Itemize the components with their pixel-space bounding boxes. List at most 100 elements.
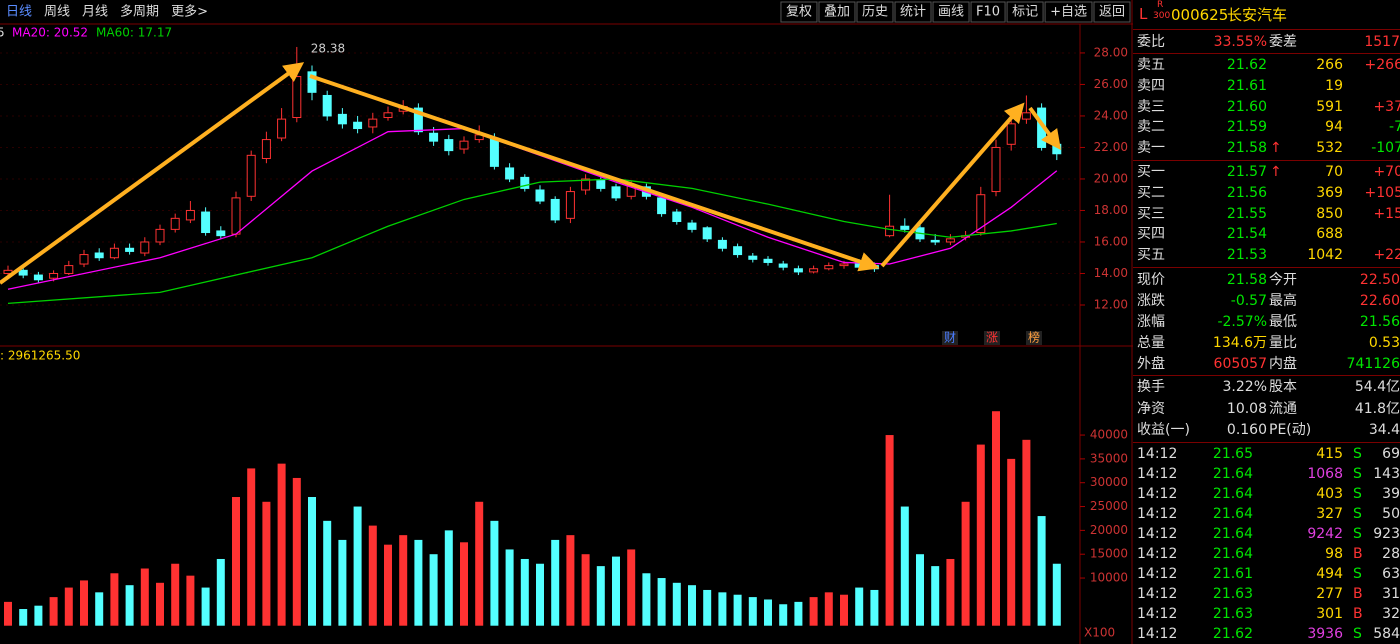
candle-body: [459, 140, 469, 150]
book-label: 卖五: [1137, 57, 1165, 73]
stock-name: 长安汽车: [1227, 6, 1288, 24]
book-price: 21.59: [1226, 119, 1267, 136]
volume-bar: [444, 530, 453, 626]
trade-side: S: [1353, 446, 1362, 462]
trade-price: 21.64: [1212, 546, 1253, 562]
tab[interactable]: 更多>: [171, 4, 208, 20]
book-price: 21.55: [1226, 205, 1267, 222]
button-frame: [1093, 1, 1131, 23]
badge-box: [1026, 331, 1042, 345]
volume-bar: [733, 594, 742, 626]
volume-bar: [156, 582, 164, 626]
stat-label: 最高: [1269, 293, 1297, 309]
volume-bar: [19, 609, 28, 626]
trend-arrows: [0, 62, 1061, 285]
v-tick-label: 15000: [1090, 547, 1128, 561]
label: 委比: [1137, 34, 1165, 50]
trade-price: 21.64: [1212, 486, 1253, 502]
volume-bar: [718, 592, 727, 626]
book-arrow: ↑: [1270, 164, 1282, 180]
volume-bar: [885, 435, 894, 626]
volume-bar: [627, 549, 636, 626]
candle-body: [930, 239, 940, 243]
tab[interactable]: 日线: [6, 5, 32, 20]
candle-body: [429, 132, 439, 142]
stat-value: 741126: [1346, 356, 1400, 372]
button-frame: [780, 1, 818, 23]
toolbar-button[interactable]: 复权: [786, 4, 812, 20]
candle-body: [581, 178, 591, 191]
arrow: [0, 62, 305, 285]
volume-bar: [946, 558, 955, 626]
book-change: +105: [1364, 184, 1400, 201]
candle-body: [185, 209, 195, 221]
badge-box: [942, 331, 958, 345]
volume-bar: [764, 599, 772, 626]
volume-bar: [171, 563, 180, 626]
toolbar-button[interactable]: 历史: [862, 5, 888, 20]
trade-count: 32: [1382, 606, 1400, 622]
stat-value: 0.160: [1226, 422, 1267, 438]
volume-bar: [1022, 439, 1031, 626]
y-tick-label: 18.00: [1094, 203, 1128, 217]
toolbar-button[interactable]: F10: [976, 5, 1000, 20]
volume-label: : 2961265.50: [0, 349, 80, 363]
label: 委差: [1269, 34, 1297, 50]
toolbar-button[interactable]: 叠加: [824, 5, 850, 20]
arrow: [880, 102, 1025, 268]
divider: [1133, 442, 1400, 443]
volume-bar: [916, 554, 924, 626]
button-frame: [818, 1, 856, 23]
volume-bar: [414, 539, 423, 626]
candle-body: [611, 186, 621, 199]
stat-value: 134.6万: [1212, 335, 1267, 351]
candle-body: [261, 139, 271, 159]
trade-price: 21.62: [1212, 626, 1253, 642]
candle-body: [991, 146, 1001, 193]
candle-body: [748, 255, 758, 260]
trade-side: S: [1353, 506, 1362, 522]
divider: [1133, 267, 1400, 268]
trade-count: 31: [1382, 586, 1400, 602]
toolbar-button[interactable]: 画线: [938, 5, 964, 20]
volume-bar: [232, 497, 240, 626]
book-label: 买四: [1137, 226, 1165, 243]
volume-bar: [672, 582, 681, 626]
candle-body: [1021, 112, 1031, 120]
stat-label: 今开: [1269, 272, 1297, 288]
toolbar-button[interactable]: 返回: [1099, 5, 1125, 20]
stat-value: 21.58: [1226, 272, 1267, 288]
volume-bar: [95, 592, 104, 626]
toolbar-button[interactable]: +自选: [1050, 5, 1087, 20]
volume-bar: [64, 587, 73, 626]
candle-body: [125, 247, 135, 252]
tab[interactable]: 月线: [82, 5, 108, 20]
trade-side: B: [1353, 606, 1363, 622]
tab[interactable]: 周线: [44, 5, 70, 20]
toolbar-button[interactable]: 统计: [900, 5, 926, 20]
volume-bar: [536, 563, 544, 626]
stat-label: 最低: [1269, 314, 1297, 330]
trade-volume: 3936: [1307, 626, 1343, 642]
volume-bar: [824, 592, 833, 626]
badge: 涨: [986, 330, 998, 345]
volume-bar: [840, 594, 848, 626]
volume-bar: [809, 597, 818, 626]
volume-bar: [475, 501, 484, 626]
volume-bar: [80, 580, 88, 626]
candle-body: [307, 71, 317, 93]
candle-body: [763, 258, 773, 263]
button-frame: [1044, 1, 1093, 23]
volume-bar: [551, 539, 560, 626]
v-tick-label: 40000: [1090, 428, 1128, 442]
badge: 财: [944, 331, 956, 345]
candle-body: [809, 268, 819, 273]
tab[interactable]: 多周期: [120, 4, 159, 20]
volume-bar: [49, 597, 58, 626]
book-label: 卖三: [1137, 98, 1165, 115]
volume-bar: [855, 587, 864, 626]
book-label: 买五: [1137, 247, 1165, 264]
toolbar-button[interactable]: 标记: [1012, 5, 1038, 20]
stat-label: 外盘: [1137, 356, 1165, 372]
candle-body: [520, 176, 530, 189]
